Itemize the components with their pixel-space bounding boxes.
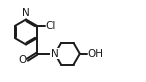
Text: N: N [51, 49, 58, 59]
Text: OH: OH [87, 49, 103, 59]
Text: N: N [22, 8, 30, 18]
Text: N: N [51, 49, 59, 59]
Text: Cl: Cl [46, 21, 56, 31]
Text: O: O [18, 55, 26, 65]
